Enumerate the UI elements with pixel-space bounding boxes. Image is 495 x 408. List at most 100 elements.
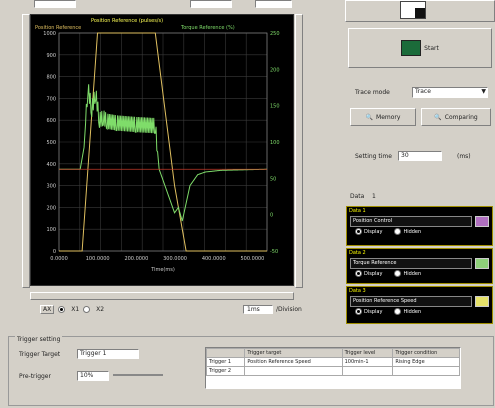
trigger-target-label: Trigger Target xyxy=(19,351,61,358)
channel-color[interactable] xyxy=(475,216,489,227)
horizontal-scrollbar[interactable] xyxy=(30,292,294,300)
y2-tick-label: 200 xyxy=(270,67,280,73)
y-tick-label: 700 xyxy=(46,96,56,102)
x-axis-label: Time(ms) xyxy=(150,267,175,273)
ax-button[interactable]: AX xyxy=(40,305,55,314)
channel-header: Data 3 xyxy=(349,288,366,294)
pretrigger-slider[interactable] xyxy=(113,374,163,376)
plot-title: Position Reference (pulses/s) xyxy=(91,18,163,24)
channel-color[interactable] xyxy=(475,258,489,269)
channel-box-2: Data 2 Torque Reference Display Hidden xyxy=(346,248,493,284)
series-line-torque xyxy=(59,84,268,222)
channel-box-3: Data 3 Position Reference Speed Display … xyxy=(346,286,493,324)
table-row[interactable]: Trigger 1 Position Reference Speed 100mi… xyxy=(205,357,460,367)
y-tick-label: 200 xyxy=(46,205,56,211)
y2-tick-label: 50 xyxy=(270,176,276,182)
x-tick-label: 300.0000 xyxy=(163,256,187,262)
plot-frame xyxy=(58,32,268,252)
x2-radio[interactable] xyxy=(83,306,91,313)
data-value: 1 xyxy=(372,193,376,200)
display-option[interactable]: Display xyxy=(355,269,382,277)
pretrigger-field[interactable]: 10% xyxy=(77,371,109,381)
search-icon: 🔍 xyxy=(365,113,374,121)
display-option[interactable]: Display xyxy=(355,307,382,315)
x-tick-label: 100.0000 xyxy=(86,256,110,262)
y2-tick-label: 100 xyxy=(270,140,280,146)
memory-label: Memory xyxy=(376,113,401,121)
start-label: Start xyxy=(424,44,439,52)
trigger-target-field[interactable]: Trigger 1 xyxy=(77,349,139,359)
left-legend: Position Reference xyxy=(35,25,81,31)
y2-tick-label: 150 xyxy=(270,104,280,110)
hidden-option[interactable]: Hidden xyxy=(394,227,421,235)
channel-name[interactable]: Position Control xyxy=(350,216,472,227)
table-header: Trigger level xyxy=(341,348,394,358)
x1-label: X1 xyxy=(71,306,80,313)
x-tick-label: 400.0000 xyxy=(202,256,226,262)
y-tick-label: 1000 xyxy=(43,31,56,37)
trace-chart: Position Reference (pulses/s) Position Re… xyxy=(35,18,280,273)
table-header: Trigger condition xyxy=(392,348,460,358)
division-value[interactable]: 1ms xyxy=(243,305,273,314)
compare-button[interactable]: 🔍 Comparing xyxy=(421,108,491,126)
y-tick-label: 400 xyxy=(46,162,56,168)
channel-name[interactable]: Torque Reference xyxy=(350,258,472,269)
start-icon xyxy=(401,40,422,56)
setting-time-unit: (ms) xyxy=(457,153,471,160)
setting-time-field[interactable]: 30 xyxy=(398,151,442,161)
division-control: 1ms /Division xyxy=(243,305,302,314)
x2-label: X2 xyxy=(96,306,105,313)
y-tick-label: 500 xyxy=(46,140,56,146)
hidden-option[interactable]: Hidden xyxy=(394,269,421,277)
compare-label: Comparing xyxy=(444,113,478,121)
trace-mode-select[interactable]: Trace ▼ xyxy=(412,87,488,98)
display-option[interactable]: Display xyxy=(355,227,382,235)
hidden-option[interactable]: Hidden xyxy=(394,307,421,315)
data-label: Data xyxy=(350,193,365,200)
trigger-table: Trigger target Trigger level Trigger con… xyxy=(205,347,461,389)
monitor-icon xyxy=(400,1,426,19)
trace-mode-label: Trace mode xyxy=(355,89,390,96)
x-tick-label: 200.0000 xyxy=(124,256,148,262)
division-label: /Division xyxy=(276,306,302,313)
y2-tick-label: -50 xyxy=(270,249,278,255)
pretrigger-value: 10% xyxy=(80,372,94,379)
table-row[interactable]: Trigger 2 xyxy=(205,366,460,376)
y-tick-label: 100 xyxy=(46,227,56,233)
trigger-target-value: Trigger 1 xyxy=(80,350,107,357)
compare-icon: 🔍 xyxy=(434,113,442,121)
series-line-position xyxy=(59,32,267,252)
top-field-2[interactable] xyxy=(190,0,232,8)
y2-tick-label: 0 xyxy=(270,213,273,219)
vertical-scrollbar-right[interactable] xyxy=(295,14,303,288)
trace-plot[interactable]: Position Reference (pulses/s) Position Re… xyxy=(30,14,294,286)
channel-color[interactable] xyxy=(475,296,489,307)
memory-button[interactable]: 🔍 Memory xyxy=(350,108,416,126)
x1-radio[interactable] xyxy=(58,306,66,313)
channel-header: Data 1 xyxy=(349,208,366,214)
y-tick-label: 300 xyxy=(46,184,56,190)
y2-tick-label: 250 xyxy=(270,31,280,37)
x-tick-label: 500.0000 xyxy=(241,256,265,262)
chevron-down-icon: ▼ xyxy=(481,88,486,95)
channel-name[interactable]: Position Reference Speed xyxy=(350,296,472,307)
trigger-setting-title: Trigger setting xyxy=(15,336,63,343)
channel-header: Data 2 xyxy=(349,250,366,256)
cursor-controls: AX X1 X2 xyxy=(40,305,104,314)
setting-time-label: Setting time xyxy=(355,153,392,160)
table-header: Trigger target xyxy=(244,348,343,358)
setting-time-value: 30 xyxy=(401,152,409,159)
start-button[interactable]: Start xyxy=(348,28,492,68)
trigger-setting-group: Trigger setting Trigger Target Trigger 1… xyxy=(8,336,494,406)
top-field-1[interactable] xyxy=(34,0,76,8)
top-field-3[interactable] xyxy=(255,0,292,8)
vertical-scrollbar[interactable] xyxy=(22,14,30,288)
y-tick-label: 800 xyxy=(46,75,56,81)
x-tick-label: 0.0000 xyxy=(50,256,68,262)
pretrigger-label: Pre-trigger xyxy=(19,373,51,380)
y-tick-label: 900 xyxy=(46,53,56,59)
table-header xyxy=(205,348,246,358)
channel-box-1: Data 1 Position Control Display Hidden xyxy=(346,206,493,246)
right-legend: Torque Reference (%) xyxy=(180,25,235,31)
y-tick-label: 0 xyxy=(53,249,56,255)
